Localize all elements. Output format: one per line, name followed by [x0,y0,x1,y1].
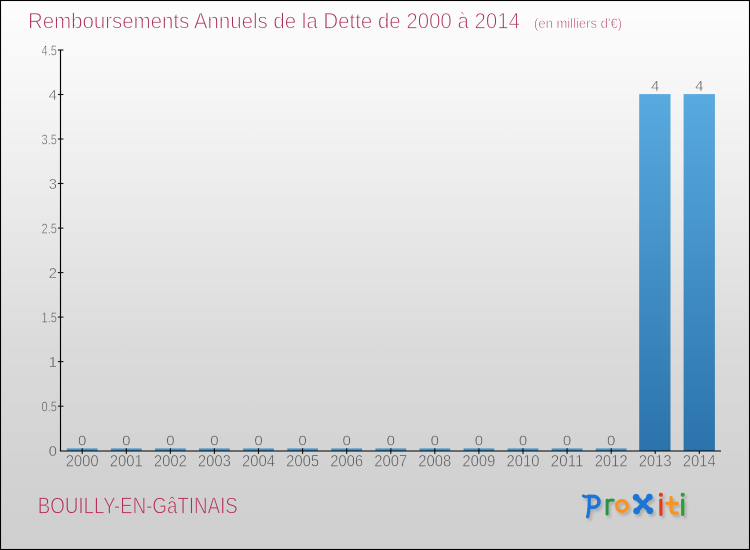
svg-text:0: 0 [298,433,306,450]
svg-text:0: 0 [122,433,130,450]
svg-text:0: 0 [431,433,439,450]
svg-text:2005: 2005 [286,453,319,471]
svg-text:BOUILLY-EN-GâTINAIS: BOUILLY-EN-GâTINAIS [38,493,238,519]
svg-text:2010: 2010 [507,453,540,471]
svg-text:0: 0 [343,433,351,450]
svg-text:3: 3 [49,176,57,193]
svg-text:(en milliers d'€): (en milliers d'€) [534,16,622,31]
svg-text:2001: 2001 [110,453,143,471]
svg-text:0: 0 [607,433,615,450]
svg-text:0: 0 [78,433,86,450]
svg-text:2011: 2011 [551,453,584,471]
svg-text:2013: 2013 [639,453,672,471]
svg-text:2.5: 2.5 [42,220,58,237]
svg-text:Remboursements Annuels de la D: Remboursements Annuels de la Dette de 20… [28,8,520,33]
svg-text:2003: 2003 [198,453,231,471]
svg-text:2: 2 [49,265,57,282]
svg-text:0: 0 [475,433,483,450]
svg-text:2002: 2002 [154,453,187,471]
svg-text:4.5: 4.5 [42,42,58,59]
svg-text:1.5: 1.5 [42,309,58,326]
svg-text:2007: 2007 [374,453,407,471]
svg-text:3.5: 3.5 [42,131,58,148]
svg-text:0: 0 [210,433,218,450]
svg-text:0: 0 [387,433,395,450]
svg-text:2006: 2006 [330,453,363,471]
svg-text:4: 4 [49,87,57,104]
svg-text:4: 4 [651,78,659,95]
svg-text:2012: 2012 [595,453,628,471]
svg-text:0: 0 [49,443,57,460]
svg-text:0: 0 [519,433,527,450]
svg-text:0: 0 [563,433,571,450]
svg-text:2009: 2009 [462,453,495,471]
svg-text:2004: 2004 [242,453,275,471]
svg-text:2008: 2008 [418,453,451,471]
svg-text:4: 4 [695,78,703,95]
svg-text:2000: 2000 [66,453,99,471]
svg-text:1: 1 [49,354,57,371]
svg-text:0: 0 [254,433,262,450]
svg-text:0: 0 [166,433,174,450]
svg-text:0.5: 0.5 [42,399,58,416]
svg-text:2014: 2014 [683,453,716,471]
